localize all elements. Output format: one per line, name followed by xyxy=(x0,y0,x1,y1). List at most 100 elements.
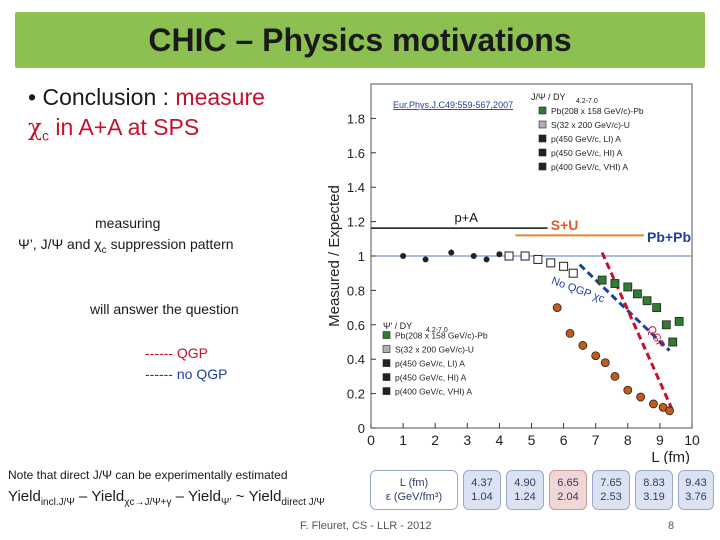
data-point xyxy=(610,279,620,288)
yield-sub-3: Ψ’ xyxy=(220,497,232,508)
legend-top-sub: 4.2-7.0 xyxy=(576,98,598,105)
cell-e: 1.24 xyxy=(514,491,536,503)
data-point xyxy=(600,358,610,368)
legend-marker xyxy=(538,134,547,143)
pbpb-label: Pb+Pb xyxy=(647,229,691,245)
data-point xyxy=(597,275,607,285)
x-tick-label: 3 xyxy=(463,432,471,448)
x-tick-label: 9 xyxy=(656,432,664,448)
header-l: L (fm) xyxy=(399,477,429,489)
page-number: 8 xyxy=(668,520,675,532)
table-cell: 4.90 1.24 xyxy=(506,470,544,510)
table-cell: 4.37 1.04 xyxy=(463,470,501,510)
data-point xyxy=(546,258,556,268)
y-axis-label: Measured / Expected xyxy=(326,185,343,327)
legend-marker xyxy=(538,148,547,157)
noqgp-legend: ------ no QGP xyxy=(145,366,228,382)
legend-entry: p(450 GeV/c, HI) A xyxy=(395,373,467,383)
x-tick-label: 8 xyxy=(624,432,632,448)
cell-e: 3.19 xyxy=(643,491,665,503)
x-tick-label: 7 xyxy=(592,432,600,448)
x-tick-label: 5 xyxy=(528,432,536,448)
cell-e: 2.04 xyxy=(557,491,579,503)
y-tick-label: 1.4 xyxy=(347,180,365,195)
footer-text: F. Fleuret, CS - LLR - 2012 xyxy=(300,520,432,532)
data-point xyxy=(568,268,578,278)
x-tick-label: 10 xyxy=(684,432,700,448)
legend-entry: Pb(208 x 158 GeV/c)-Pb xyxy=(551,106,644,116)
yield-sub-2: χc→J/Ψ+γ xyxy=(124,497,172,508)
data-point xyxy=(422,256,429,263)
x-tick-label: 4 xyxy=(496,432,504,448)
legend-bottom-sub: 4.2-7.0 xyxy=(426,327,448,334)
data-point xyxy=(610,371,620,381)
y-tick-label: 1.6 xyxy=(347,146,365,161)
data-point xyxy=(649,399,658,409)
table-header-cell: L (fm) ε (GeV/fm³) xyxy=(370,470,458,510)
measuring-psi: Ψ’, J/Ψ and χ xyxy=(18,236,102,252)
data-point xyxy=(559,261,569,271)
legend-marker xyxy=(382,359,391,367)
note-text: Note that direct J/Ψ can be experimental… xyxy=(8,468,288,482)
legend-marker xyxy=(382,373,391,381)
data-point xyxy=(496,251,503,258)
yield-3: – Yield xyxy=(175,488,221,505)
reference-label: Eur.Phys.J.C49:559-567,2007 xyxy=(393,100,513,110)
legend-marker xyxy=(538,120,547,129)
yield-4: ~ Yield xyxy=(235,488,282,505)
legend-entry: S(32 x 200 GeV/c)-U xyxy=(395,345,474,355)
legend-marker xyxy=(538,162,547,171)
measuring-end: suppression pattern xyxy=(110,236,234,252)
data-point xyxy=(636,392,646,402)
x-tick-label: 1 xyxy=(399,432,407,448)
table-cell: 6.65 2.04 xyxy=(549,470,587,510)
cell-e: 2.53 xyxy=(600,491,622,503)
bullet-chi: χ xyxy=(28,115,42,141)
legend-entry: p(450 GeV/c, LI) A xyxy=(551,134,621,144)
data-point xyxy=(668,337,678,347)
bullet-text-red: measure xyxy=(175,84,265,110)
legend-marker xyxy=(382,331,391,339)
table-cell: 7.65 2.53 xyxy=(592,470,630,510)
data-point xyxy=(652,303,662,313)
yield-formula: Yieldincl.J/Ψ – Yieldχc→J/Ψ+γ – YieldΨ’ … xyxy=(8,488,325,508)
noqgp-line xyxy=(578,263,671,352)
qgp-line xyxy=(600,251,675,412)
cell-e: 3.76 xyxy=(685,491,707,503)
legend-entry: Pb(208 x 158 GeV/c)-Pb xyxy=(395,331,488,341)
bullet-dot: • xyxy=(28,84,37,110)
legend-entry: p(400 GeV/c, VHI) A xyxy=(395,387,472,397)
data-point xyxy=(483,256,490,263)
bullet-text-1: Conclusion : xyxy=(42,84,170,110)
pa-label: p+A xyxy=(454,210,478,225)
y-tick-label: 0.2 xyxy=(347,387,365,402)
legend-marker xyxy=(382,387,391,395)
table-cell: 8.83 3.19 xyxy=(635,470,673,510)
legend-marker xyxy=(538,106,547,115)
y-tick-label: 0.6 xyxy=(347,318,365,333)
data-point xyxy=(674,316,684,326)
legend-entry: p(450 GeV/c, HI) A xyxy=(551,148,623,158)
data-point xyxy=(578,341,588,350)
data-point xyxy=(565,328,575,338)
answer-text: will answer the question xyxy=(90,301,239,317)
legend-marker xyxy=(382,345,391,353)
data-point xyxy=(642,296,652,306)
slide-title: CHIC – Physics motivations xyxy=(148,22,572,58)
x-tick-label: 2 xyxy=(431,432,439,448)
x-axis-label: L (fm) xyxy=(651,449,690,464)
cell-l: 4.37 xyxy=(471,477,493,489)
yield-sub-1: incl.J/Ψ xyxy=(40,497,75,508)
x-tick-label: 6 xyxy=(560,432,568,448)
cell-e: 1.04 xyxy=(471,491,493,503)
data-point xyxy=(448,249,455,256)
cell-l: 7.65 xyxy=(600,477,622,489)
y-tick-label: 0.4 xyxy=(347,352,365,367)
legend-entry: p(450 GeV/c, LI) A xyxy=(395,359,465,369)
legend-top-title: J/Ψ / DY xyxy=(531,92,566,102)
data-point xyxy=(504,251,514,261)
bullet-chi-sub: c xyxy=(41,127,49,144)
data-point xyxy=(552,303,562,313)
qgp-legend: ------ QGP xyxy=(145,345,208,361)
su-label: S+U xyxy=(551,217,579,233)
